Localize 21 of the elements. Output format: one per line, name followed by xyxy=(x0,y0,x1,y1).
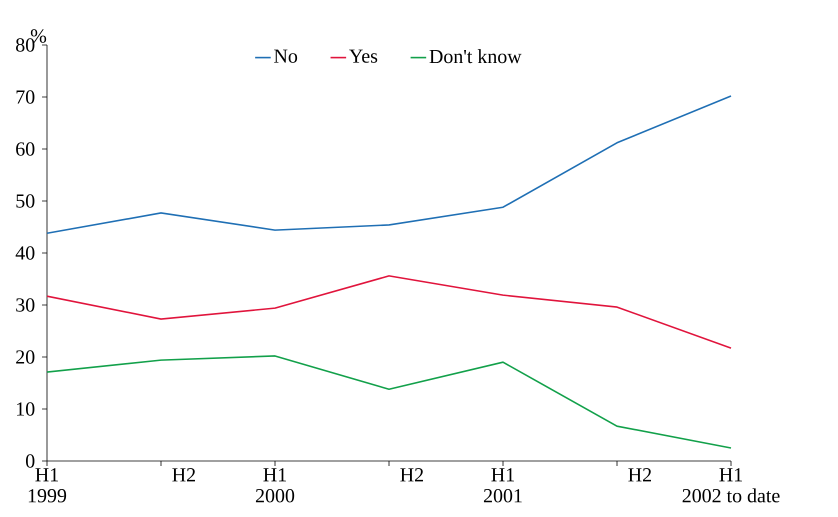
line-series xyxy=(46,355,732,449)
y-tick-label: 20 xyxy=(16,350,34,364)
y-tick-label: 0 xyxy=(26,454,34,468)
line-series xyxy=(46,275,732,349)
legend-label: Yes xyxy=(349,50,378,63)
y-tick-label: 10 xyxy=(17,402,34,416)
x-tick-label: H2 xyxy=(628,468,651,482)
y-tick-label: 30 xyxy=(16,298,34,312)
x-tick-label: H2 xyxy=(172,468,195,482)
x-tick-label: H2 xyxy=(400,468,423,482)
x-tick-label: H1 2002 to date xyxy=(682,468,780,502)
legend-label: Don't know xyxy=(430,49,522,64)
y-tick-label: 40 xyxy=(16,246,34,260)
x-tick-label: H1 2000 xyxy=(256,468,294,502)
x-tick-label: H1 1999 xyxy=(28,468,66,502)
line-series xyxy=(46,95,732,234)
y-tick-label: 50 xyxy=(16,194,34,208)
y-tick-label: 60 xyxy=(16,142,34,156)
legend-label: No xyxy=(274,50,298,63)
y-tick-label: 70 xyxy=(16,90,34,104)
x-tick-label: H1 2001 xyxy=(484,468,522,502)
